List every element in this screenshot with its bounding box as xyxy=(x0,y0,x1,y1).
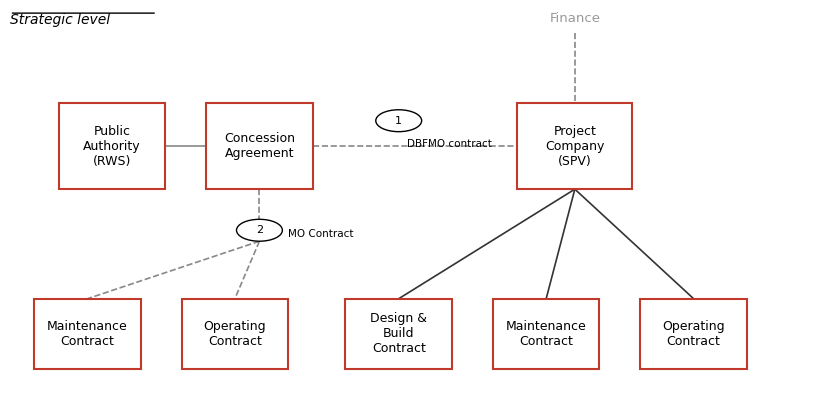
Text: Strategic level: Strategic level xyxy=(10,13,109,27)
FancyBboxPatch shape xyxy=(206,103,312,189)
FancyBboxPatch shape xyxy=(58,103,165,189)
Circle shape xyxy=(376,110,422,132)
FancyBboxPatch shape xyxy=(493,299,599,369)
FancyBboxPatch shape xyxy=(35,299,141,369)
Text: Concession
Agreement: Concession Agreement xyxy=(224,132,295,160)
Text: 2: 2 xyxy=(256,225,263,235)
FancyBboxPatch shape xyxy=(518,103,632,189)
FancyBboxPatch shape xyxy=(182,299,289,369)
Text: Operating
Contract: Operating Contract xyxy=(663,320,725,348)
FancyBboxPatch shape xyxy=(345,299,452,369)
Text: 1: 1 xyxy=(395,116,402,126)
Circle shape xyxy=(237,219,283,241)
Text: Public
Authority
(RWS): Public Authority (RWS) xyxy=(83,125,141,167)
Text: Design &
Build
Contract: Design & Build Contract xyxy=(370,312,427,355)
Text: Finance: Finance xyxy=(549,12,600,25)
Text: DBFMO contract: DBFMO contract xyxy=(407,139,492,149)
Text: Operating
Contract: Operating Contract xyxy=(204,320,266,348)
Text: Maintenance
Contract: Maintenance Contract xyxy=(47,320,127,348)
Text: Project
Company
(SPV): Project Company (SPV) xyxy=(545,125,604,167)
Text: Maintenance
Contract: Maintenance Contract xyxy=(506,320,587,348)
Text: MO Contract: MO Contract xyxy=(289,229,353,239)
FancyBboxPatch shape xyxy=(640,299,747,369)
